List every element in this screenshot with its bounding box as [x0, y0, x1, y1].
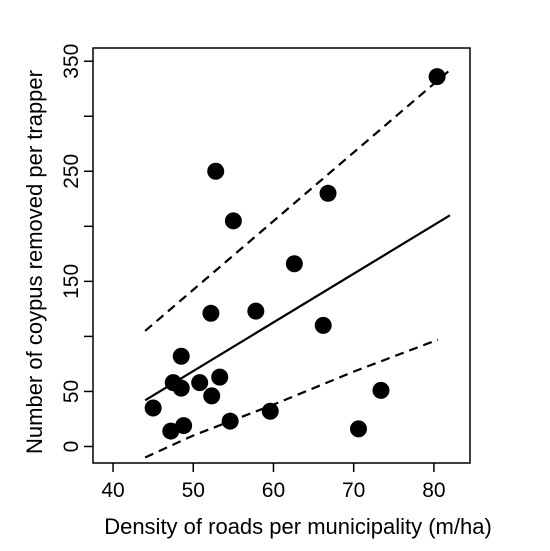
y-tick-label: 250 — [60, 154, 83, 189]
y-tick-label: 350 — [60, 44, 83, 79]
data-point — [175, 417, 193, 435]
x-tick-label: 50 — [182, 479, 205, 502]
data-point — [172, 379, 190, 397]
x-tick-label: 40 — [101, 479, 124, 502]
y-tick-label: 50 — [60, 380, 83, 403]
x-tick-label: 70 — [342, 479, 365, 502]
data-point — [172, 347, 190, 365]
y-axis-label: Number of coypus removed per trapper — [22, 70, 47, 454]
data-point — [202, 304, 220, 322]
data-point — [162, 422, 180, 440]
x-tick-label: 60 — [262, 479, 285, 502]
data-point — [372, 381, 390, 399]
data-point — [203, 387, 221, 405]
data-point — [247, 302, 265, 320]
data-point — [319, 184, 337, 202]
data-point — [261, 402, 279, 420]
x-axis: 40 50 60 70 80 — [101, 463, 446, 502]
data-point — [144, 399, 162, 417]
data-points — [144, 68, 446, 440]
data-point — [221, 412, 239, 430]
y-tick-label: 150 — [60, 264, 83, 299]
plot-frame — [92, 47, 471, 464]
data-point — [224, 212, 242, 230]
regression-line — [144, 214, 451, 402]
upper-bound-line — [144, 69, 451, 332]
x-axis-label: Density of roads per municipality (m/ha) — [104, 514, 492, 539]
data-point — [211, 368, 229, 386]
data-point — [207, 162, 225, 180]
y-tick-label: 0 — [60, 441, 83, 453]
data-point — [350, 420, 368, 438]
data-point — [285, 255, 303, 273]
data-point — [428, 68, 446, 86]
y-axis: 0 50 150 250 350 — [60, 44, 93, 453]
data-point — [191, 374, 209, 392]
data-point — [314, 316, 332, 334]
x-tick-label: 80 — [422, 479, 445, 502]
